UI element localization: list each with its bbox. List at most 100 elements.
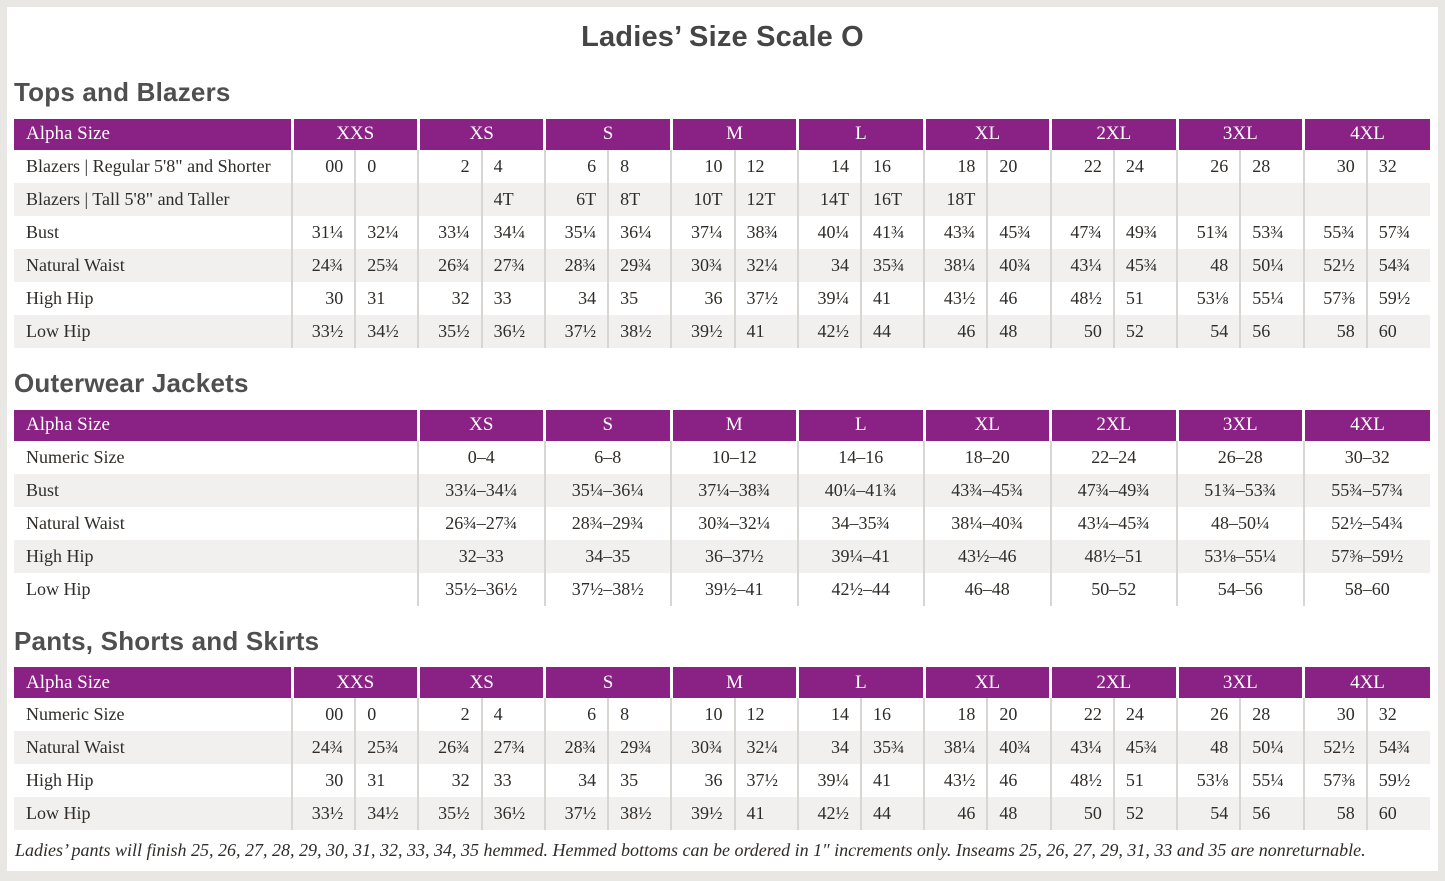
size-value-cell: 36½ [480,797,545,831]
size-value-cell: 35 [607,281,672,315]
size-value-cell: 53⅛ [1176,764,1241,798]
size-value-cell: 37½ [733,764,798,798]
size-value-cell: 6–8 [543,440,671,474]
size-value-cell: 34 [543,281,609,315]
size-group-header: S [543,118,672,150]
size-value-cell: 48½–51 [1049,539,1177,573]
size-value-cell: 31 [354,281,419,315]
size-value-cell: 18–20 [923,440,1051,474]
size-group-header: 3XL [1175,667,1304,699]
size-group-header: XXS [290,667,419,699]
size-value-cell: 31¼ [290,215,356,249]
size-value-cell: 34 [796,248,861,282]
size-value-cell: 42½ [796,797,861,831]
size-value-cell: 54¾ [1365,248,1430,282]
size-group-header: L [796,667,925,699]
size-value-cell: 26 [1176,698,1241,732]
size-group-header: L [796,409,924,441]
size-value-cell: 38¼ [923,248,988,282]
size-value-cell: 51¾ [1176,215,1241,249]
size-value-cell: 35¼–36¼ [543,473,671,507]
alpha-size-header-cell: Alpha Size [14,667,292,699]
size-value-cell: 16T [859,182,925,216]
size-group-header: 4XL [1302,409,1430,441]
size-value-cell: 10 [670,698,735,732]
size-value-cell: 16 [859,149,925,183]
size-value-cell: 58–60 [1302,572,1430,606]
size-value-cell: 57¾ [1365,215,1430,249]
table-row: Blazers | Regular 5'8" and Shorter 00 0 2 4 6… [14,149,1430,183]
size-group-header: M [669,118,798,150]
table-row: Low Hip 33½ 34½ 35½ 36½ 37½ 38½ 39½ 41 42½ 44 46 48 5… [14,314,1430,348]
size-value-cell: 28¾ [543,731,609,765]
row-label-cell: Bust [26,221,60,242]
table-row: High Hip 32–33 34–35 36–37½ 39¼–41 43½–46 48½–… [14,539,1430,573]
size-value-cell: 20 [986,698,1051,732]
size-value-cell: 51¾–53¾ [1176,473,1304,507]
section-heading: Outerwear Jackets [14,367,249,398]
size-value-cell: 58 [1302,314,1367,348]
size-value-cell: 59½ [1365,764,1430,798]
size-value-cell: 55¼ [1239,764,1304,798]
size-group-header: S [543,409,671,441]
size-value-cell: 53¾ [1239,215,1304,249]
size-value-cell: 30¾–32¼ [670,506,798,540]
size-value-cell: 39¼ [796,764,861,798]
size-value-cell: 33½ [290,797,356,831]
row-label-cell: Low Hip [14,314,292,348]
size-value-cell: 30–32 [1302,440,1430,474]
page-title: Ladies’ Size Scale O [581,21,864,53]
table-row: High Hip 30 31 32 33 34 35 36 37½ 39¼ 41 43½ 46 48½ 51… [14,764,1430,798]
size-value-cell: 32 [1365,698,1430,732]
size-group-header: 4XL [1302,667,1430,699]
size-value-cell: 40¼ [796,215,861,249]
size-value-cell: 8T [607,182,672,216]
table-row: Natural Waist 26¾–27¾ 28¾–29¾ 30¾–32¼ 34–35¾… [14,506,1430,540]
size-value-cell: 30 [1302,698,1367,732]
size-value-cell: 8 [607,149,672,183]
size-value-cell: 35¾ [859,248,925,282]
size-value-cell: 28¾ [543,248,609,282]
size-group-header: 2XL [1049,409,1177,441]
size-value-cell: 37¼ [670,215,735,249]
size-value-cell: 37½ [733,281,798,315]
size-value-cell: 60 [1365,314,1430,348]
size-value-cell [417,182,482,216]
size-group-header: M [669,667,798,699]
size-value-cell: 24 [1112,698,1178,732]
size-value-cell: 32–33 [417,539,545,573]
size-value-cell: 4T [480,182,545,216]
size-group-header: 2XL [1049,118,1178,150]
size-value-cell: 29¾ [607,248,672,282]
size-value-cell [1112,182,1178,216]
size-value-cell: 20 [986,149,1051,183]
table-row: Numeric Size 00 0 2 4 6 8 10 12 14 16 18 20 22 24 26 28 3… [14,698,1430,732]
size-value-cell: 26 [1176,149,1241,183]
size-value-cell: 36¼ [607,215,672,249]
size-value-cell: 43¾–45¾ [923,473,1051,507]
size-value-cell: 6T [543,182,609,216]
size-value-cell: 48–50¼ [1176,506,1304,540]
size-value-cell: 32¼ [733,731,798,765]
size-value-cell: 53⅛–55¼ [1176,539,1304,573]
size-value-cell: 35½ [417,797,482,831]
size-value-cell: 54 [1176,797,1241,831]
size-value-cell: 55¾–57¾ [1302,473,1430,507]
size-value-cell: 27¾ [480,731,545,765]
size-value-cell: 30 [1302,149,1367,183]
size-value-cell: 14T [796,182,861,216]
size-value-cell: 34¼ [480,215,545,249]
size-value-cell: 56 [1239,314,1304,348]
size-value-cell: 43½ [923,764,988,798]
size-value-cell: 48 [986,797,1051,831]
size-value-cell: 34–35 [543,539,671,573]
size-value-cell: 39½ [670,314,735,348]
size-value-cell: 52 [1112,314,1178,348]
size-value-cell: 28¾–29¾ [543,506,671,540]
size-group-header: XL [922,118,1051,150]
size-value-cell: 32 [417,281,482,315]
size-value-cell: 34½ [354,314,419,348]
size-value-cell: 26¾–27¾ [417,506,545,540]
size-value-cell: 34 [543,764,609,798]
size-value-cell: 43½–46 [923,539,1051,573]
